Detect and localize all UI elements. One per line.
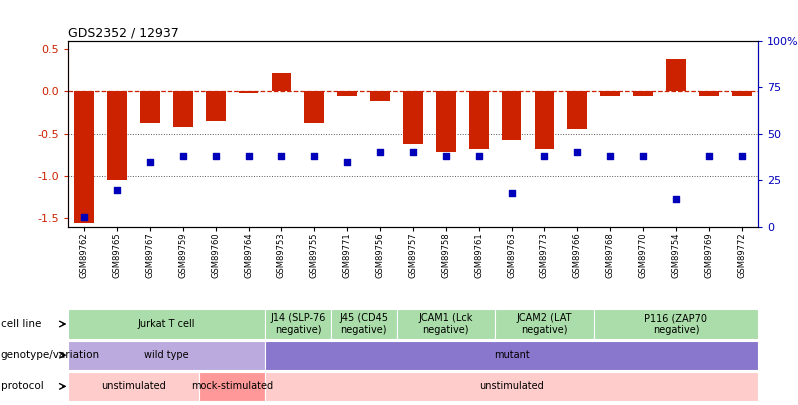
Point xyxy=(538,153,551,159)
Bar xyxy=(265,341,758,370)
Bar xyxy=(265,372,758,401)
Bar xyxy=(305,91,324,124)
Point xyxy=(78,214,91,221)
Point xyxy=(341,158,354,165)
Bar xyxy=(535,91,555,149)
Bar xyxy=(594,309,758,339)
Point xyxy=(209,153,222,159)
Bar xyxy=(107,91,127,180)
Point xyxy=(275,153,288,159)
Bar xyxy=(403,91,423,144)
Point xyxy=(440,153,452,159)
Text: unstimulated: unstimulated xyxy=(480,382,544,391)
Point xyxy=(308,153,321,159)
Bar xyxy=(200,372,265,401)
Text: J14 (SLP-76
negative): J14 (SLP-76 negative) xyxy=(271,313,326,335)
Bar xyxy=(68,372,200,401)
Text: Jurkat T cell: Jurkat T cell xyxy=(138,319,196,329)
Text: JCAM2 (LAT
negative): JCAM2 (LAT negative) xyxy=(516,313,572,335)
Text: JCAM1 (Lck
negative): JCAM1 (Lck negative) xyxy=(419,313,473,335)
Bar xyxy=(173,91,193,127)
Bar xyxy=(633,91,653,96)
Bar xyxy=(666,59,685,91)
Text: unstimulated: unstimulated xyxy=(101,382,166,391)
Bar xyxy=(436,91,456,152)
Text: genotype/variation: genotype/variation xyxy=(1,350,100,360)
Bar xyxy=(502,91,521,141)
Bar xyxy=(370,91,390,102)
Text: GDS2352 / 12937: GDS2352 / 12937 xyxy=(68,26,179,39)
Point xyxy=(571,149,583,156)
Point xyxy=(243,153,255,159)
Bar xyxy=(699,91,719,96)
Bar xyxy=(732,91,752,96)
Point xyxy=(670,196,682,202)
Point xyxy=(735,153,748,159)
Bar xyxy=(206,91,226,121)
Bar xyxy=(600,91,620,96)
Point xyxy=(604,153,617,159)
Bar xyxy=(567,91,587,130)
Point xyxy=(505,190,518,196)
Point xyxy=(472,153,485,159)
Bar xyxy=(140,91,160,124)
Point xyxy=(637,153,650,159)
Point xyxy=(111,186,124,193)
Bar xyxy=(397,309,495,339)
Bar xyxy=(68,341,265,370)
Bar xyxy=(271,72,291,91)
Bar xyxy=(495,309,594,339)
Point xyxy=(144,158,156,165)
Bar xyxy=(74,91,94,223)
Text: cell line: cell line xyxy=(1,319,41,329)
Text: protocol: protocol xyxy=(1,382,44,391)
Bar xyxy=(68,309,265,339)
Bar xyxy=(338,91,357,96)
Point xyxy=(176,153,189,159)
Text: wild type: wild type xyxy=(144,350,189,360)
Text: P116 (ZAP70
negative): P116 (ZAP70 negative) xyxy=(645,313,707,335)
Text: J45 (CD45
negative): J45 (CD45 negative) xyxy=(339,313,388,335)
Bar xyxy=(469,91,488,149)
Bar xyxy=(265,309,331,339)
Text: mock-stimulated: mock-stimulated xyxy=(191,382,273,391)
Bar xyxy=(331,309,397,339)
Point xyxy=(373,149,386,156)
Text: mutant: mutant xyxy=(494,350,529,360)
Point xyxy=(702,153,715,159)
Point xyxy=(406,149,419,156)
Bar xyxy=(239,91,259,93)
